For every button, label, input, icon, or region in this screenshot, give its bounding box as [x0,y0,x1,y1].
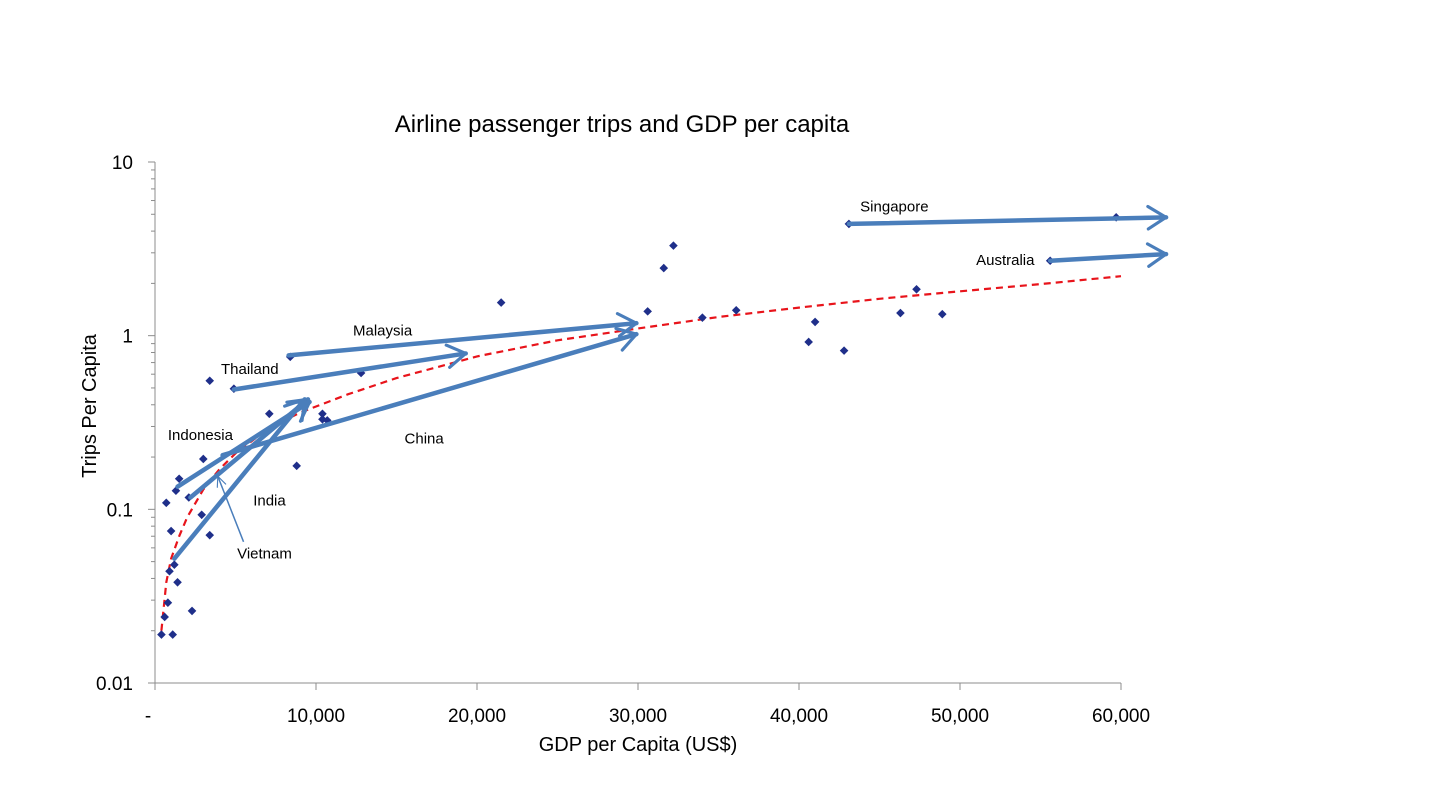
data-point [292,461,301,471]
y-tick-label: 10 [112,153,133,174]
chart-title: Airline passenger trips and GDP per capi… [395,111,850,138]
data-point [165,566,174,576]
arrow-malaysia [286,312,639,358]
x-tick-label: 20,000 [448,706,506,727]
annotation-malaysia: Malaysia [353,323,413,340]
data-point [174,474,184,484]
data-point [896,308,905,318]
annotation-china: China [405,430,445,447]
annotation-thailand: Thailand [221,361,279,378]
data-point [322,416,332,425]
x-tick-label: 50,000 [931,706,989,727]
data-point [912,284,921,294]
data-point [199,454,208,464]
arrow-china [220,326,639,458]
annotation-india: India [253,493,286,510]
x-tick-label: - [145,706,151,727]
data-point [168,630,178,639]
annotation-singapore: Singapore [860,198,928,215]
x-axis-title: GDP per Capita (US$) [539,734,738,756]
data-point [205,530,215,540]
data-point [804,337,813,347]
data-point [161,498,171,508]
x-tick-label: 10,000 [287,706,345,727]
data-point [937,309,947,319]
trendline [160,275,1122,631]
data-point [187,606,197,616]
y-axis-title: Trips Per Capita [79,333,101,478]
data-point [839,346,849,355]
annotation-australia: Australia [976,252,1035,269]
data-point [698,313,707,322]
data-point [166,526,176,536]
x-tick-label: 40,000 [770,706,828,727]
data-point [318,409,327,419]
data-point [643,307,652,316]
data-point [163,598,173,607]
plot-area: 0.01 0.1 1 10 - 10,000 20,000 30,000 40,000 50,00… [96,153,1169,727]
data-point [659,263,669,273]
arrow-vietnam [172,397,307,561]
data-point [265,409,274,419]
data-point [157,630,166,639]
pointer-arrow [216,474,245,543]
data-point [170,560,179,569]
x-tick-label: 60,000 [1092,706,1150,727]
data-point [160,612,169,622]
data-point [197,510,206,520]
arrow-singapore [846,204,1169,231]
arrow-thailand [231,343,468,392]
arrow-australia [1047,242,1169,268]
data-point [356,368,366,378]
data-point [810,317,820,327]
y-tick-label: 0.1 [107,500,133,521]
data-point [171,486,181,496]
x-tick-label: 30,000 [609,706,667,727]
data-point [669,241,678,250]
data-point [205,376,215,386]
annotation-indonesia: Indonesia [168,427,234,444]
y-tick-label: 1 [122,327,133,348]
data-point [496,298,506,307]
annotation-vietnam: Vietnam [237,546,292,563]
data-point [173,578,182,587]
data-point [731,305,741,315]
y-tick-label: 0.01 [96,674,133,695]
